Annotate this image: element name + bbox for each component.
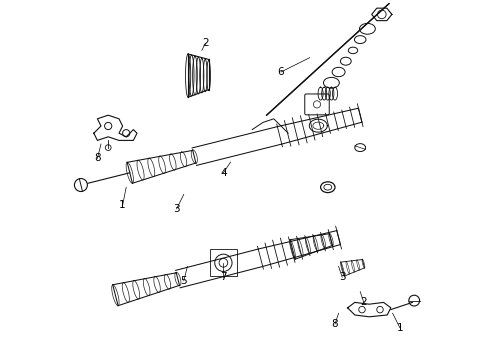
Text: 1: 1 <box>396 323 403 333</box>
Text: 4: 4 <box>220 168 227 178</box>
Text: 3: 3 <box>173 204 180 214</box>
Text: 2: 2 <box>202 38 209 48</box>
Text: 1: 1 <box>119 200 126 210</box>
Text: 7: 7 <box>220 272 227 282</box>
Text: 6: 6 <box>278 67 284 77</box>
Text: 5: 5 <box>180 276 187 286</box>
Bar <box>210 249 237 276</box>
Text: 2: 2 <box>361 297 367 307</box>
Text: 3: 3 <box>339 272 345 282</box>
Text: 8: 8 <box>94 153 101 163</box>
Text: 8: 8 <box>332 319 338 329</box>
